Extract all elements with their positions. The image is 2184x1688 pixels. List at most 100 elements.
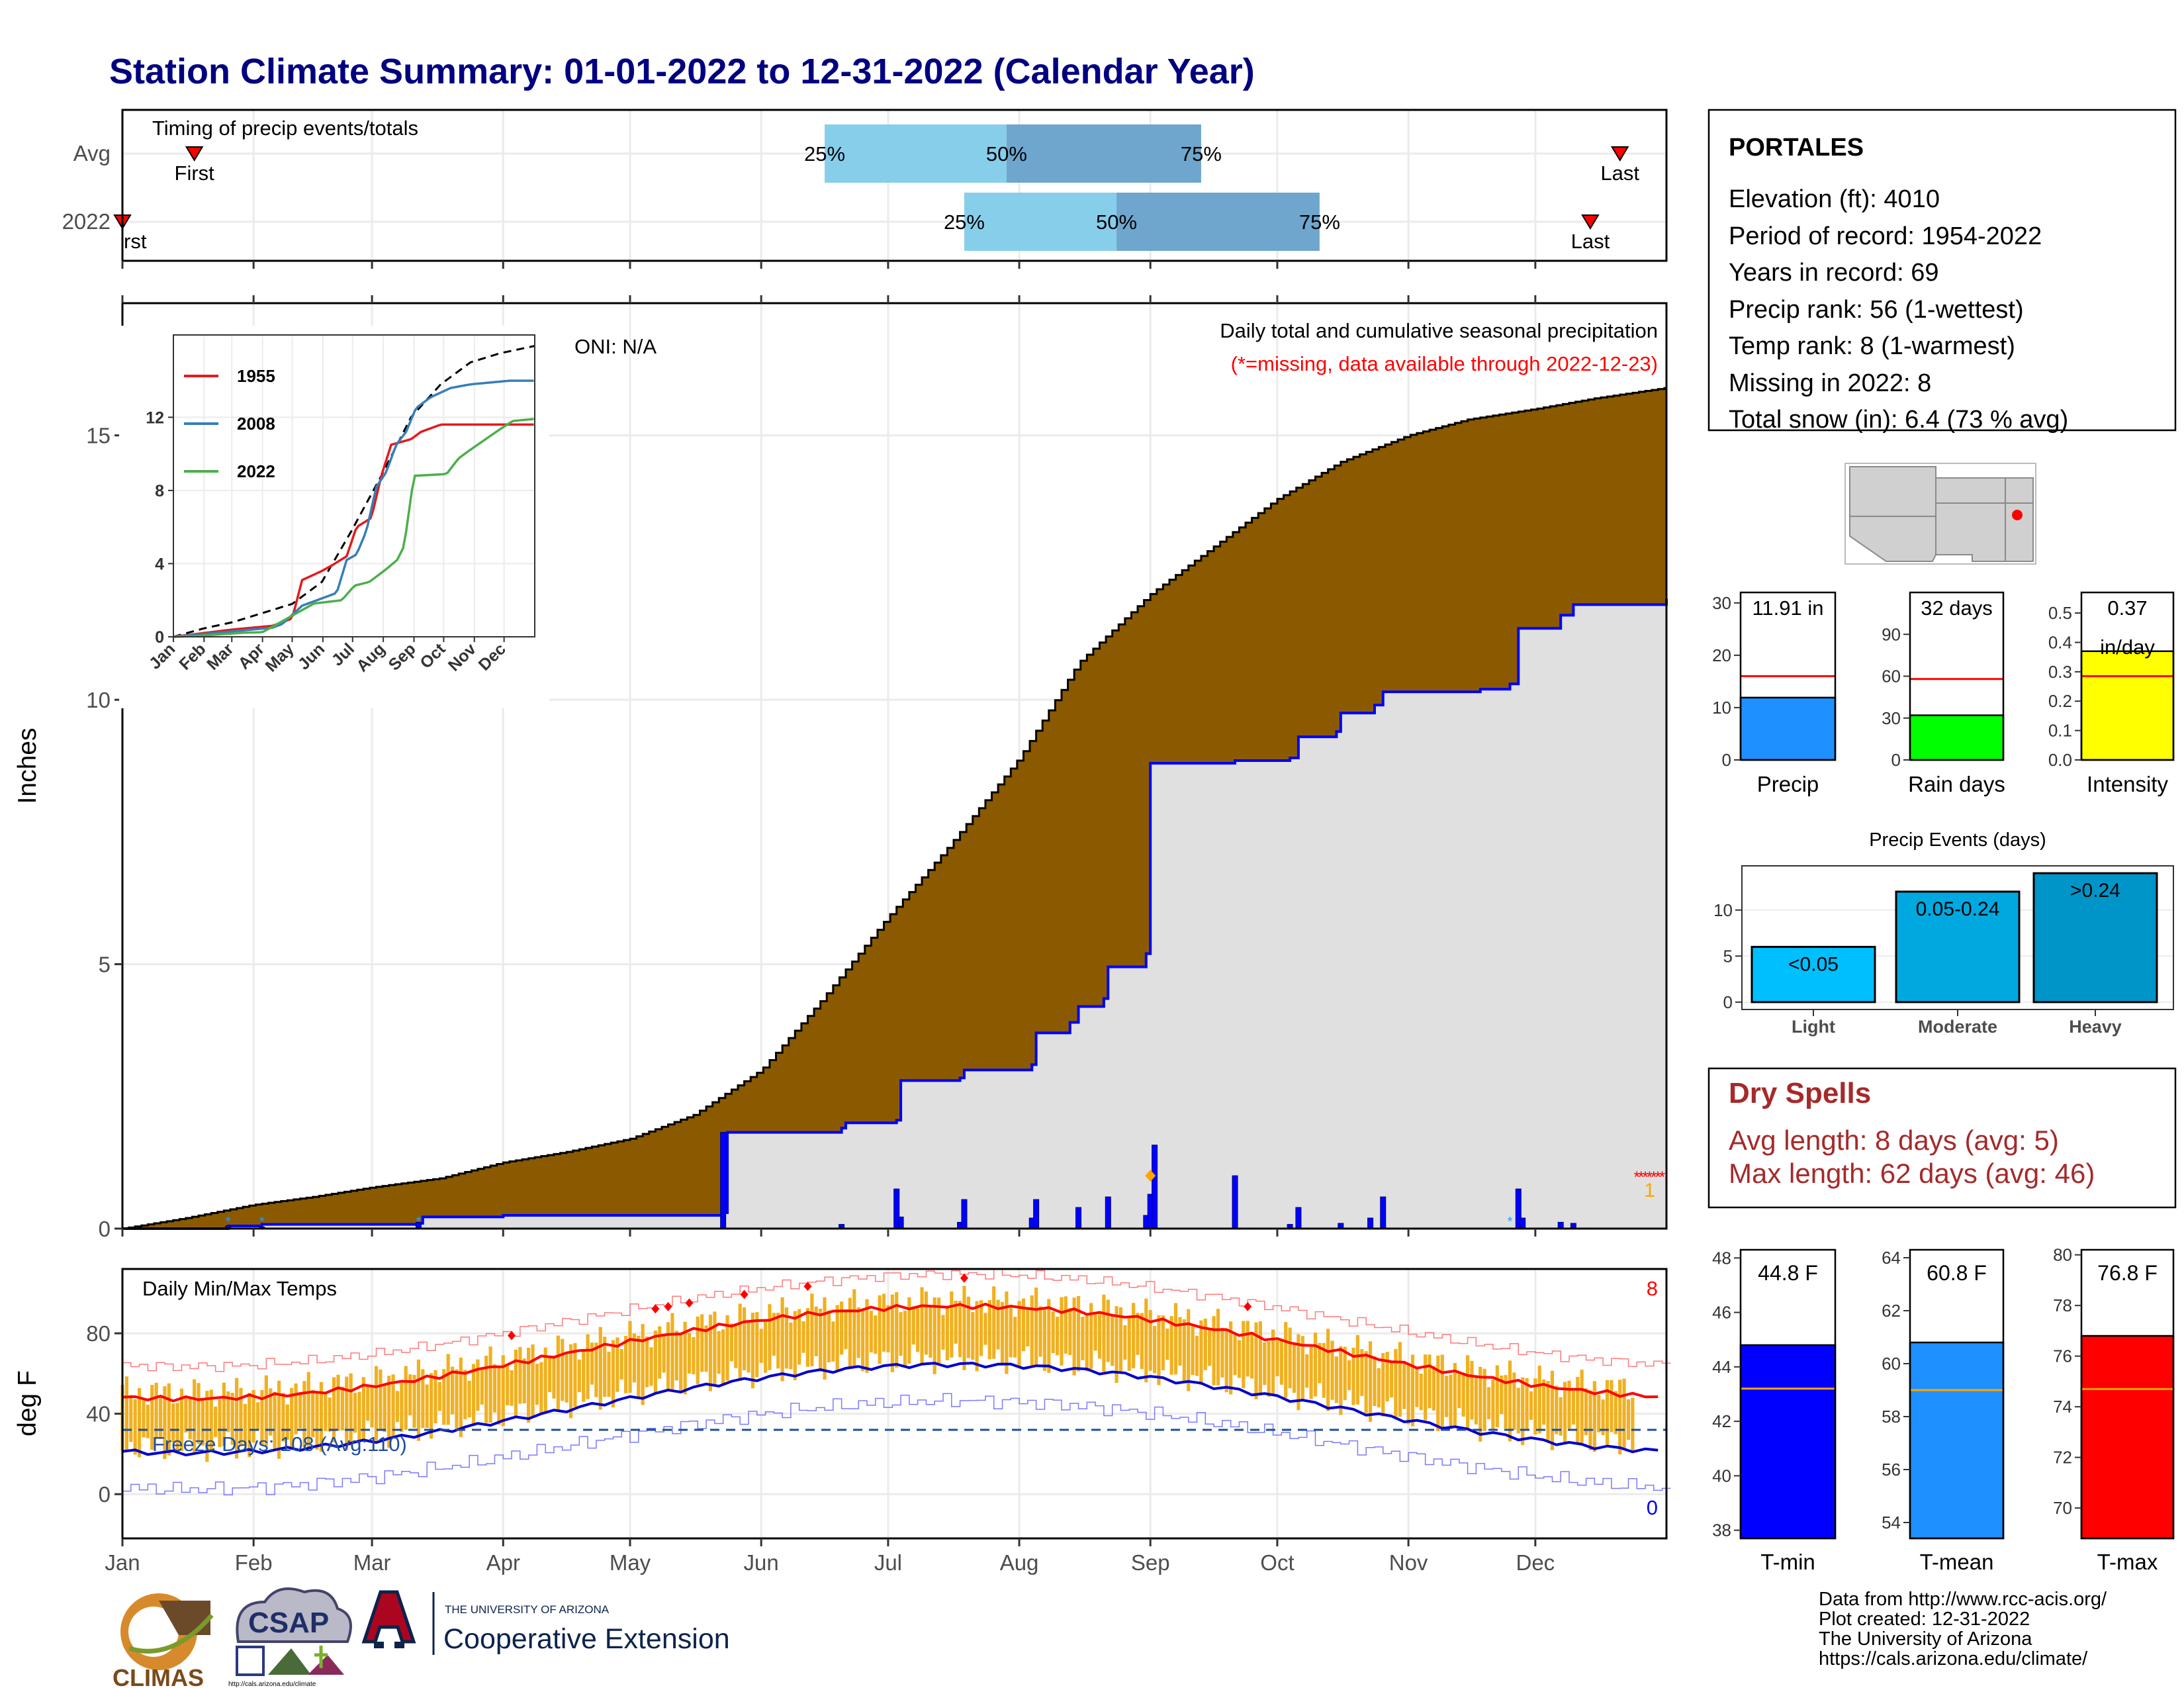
daily-temp-bar bbox=[848, 1297, 852, 1368]
daily-temp-bar bbox=[1229, 1321, 1233, 1395]
daily-temp-bar bbox=[641, 1324, 645, 1405]
daily-temp-bar bbox=[1592, 1381, 1596, 1452]
daily-temp-bar bbox=[569, 1344, 573, 1419]
daily-temp-bar bbox=[717, 1331, 721, 1374]
daily-temp-bar bbox=[1233, 1335, 1237, 1376]
daily-temp-bar bbox=[987, 1300, 991, 1360]
daily-temp-bar bbox=[1026, 1308, 1030, 1346]
record-high-marker bbox=[651, 1304, 660, 1314]
daily-temp-bar bbox=[937, 1297, 941, 1364]
daily-temp-bar bbox=[302, 1381, 306, 1448]
precip-events-chart: Precip Events (days) <0.05 Light 0.05-0.24 M… bbox=[1713, 829, 2174, 1037]
daily-temp-bar bbox=[615, 1337, 619, 1392]
daily-temp-bar bbox=[1339, 1346, 1343, 1415]
temp-ytick-label: 40 bbox=[86, 1402, 111, 1427]
temp-summary-ytick-label: 38 bbox=[1712, 1521, 1731, 1540]
daily-temp-bar bbox=[1550, 1370, 1555, 1450]
daily-temp-bar bbox=[747, 1321, 751, 1373]
record-high-count: 8 bbox=[1647, 1277, 1658, 1300]
timing-label-50: 50% bbox=[1096, 211, 1137, 234]
csap-logo-text: CSAP bbox=[248, 1607, 329, 1639]
month-tick-label: Jun bbox=[744, 1550, 779, 1575]
precip-summary-ytick-label: 0.1 bbox=[2048, 721, 2072, 741]
daily-temp-bar bbox=[1500, 1375, 1504, 1415]
timing-label-75: 75% bbox=[1299, 211, 1340, 234]
daily-temp-bar bbox=[1288, 1327, 1292, 1389]
daily-temp-bar bbox=[1512, 1372, 1516, 1430]
daily-temp-bar bbox=[1432, 1366, 1436, 1411]
daily-precip-bar bbox=[1380, 1196, 1387, 1229]
avg-cumulative-line bbox=[122, 387, 1666, 1230]
daily-temp-bar bbox=[874, 1315, 878, 1354]
missing-day-marker: * bbox=[1647, 1168, 1653, 1186]
temp-summary-ytick-label: 62 bbox=[1882, 1301, 1901, 1321]
daily-temp-bar bbox=[1428, 1354, 1432, 1409]
daily-temp-bar bbox=[933, 1297, 936, 1374]
daily-temp-bar bbox=[687, 1333, 692, 1374]
daily-temp-bar bbox=[1424, 1354, 1428, 1421]
daily-temp-bar bbox=[234, 1378, 239, 1459]
timing-title: Timing of precip events/totals bbox=[152, 117, 418, 140]
daily-temp-bar bbox=[1563, 1382, 1567, 1444]
record-high-line bbox=[122, 1268, 1671, 1372]
daily-temp-bar bbox=[992, 1286, 996, 1359]
daily-temp-bar bbox=[442, 1369, 446, 1425]
daily-temp-bar bbox=[924, 1291, 929, 1355]
precip-summary-border bbox=[1739, 591, 1837, 761]
daily-temp-bar bbox=[395, 1391, 400, 1423]
daily-temp-bar bbox=[1334, 1356, 1339, 1403]
daily-temp-bar bbox=[1013, 1317, 1017, 1358]
temp-summary-bar bbox=[2080, 1335, 2175, 1540]
daily-temp-bar bbox=[810, 1293, 814, 1366]
precip-summary-ytick-label: 0 bbox=[1891, 750, 1901, 770]
daily-temp-bar bbox=[332, 1377, 336, 1442]
record-low-line bbox=[122, 1393, 1671, 1496]
daily-temp-bar bbox=[1021, 1298, 1026, 1352]
daily-temp-bar bbox=[662, 1335, 666, 1373]
daily-temp-bar bbox=[1482, 1368, 1486, 1432]
temp-ytick-label: 0 bbox=[99, 1482, 111, 1507]
events-ytick-label: 0 bbox=[1723, 992, 1733, 1012]
temp-summary-ytick-label: 40 bbox=[1712, 1466, 1731, 1485]
daily-temp-bar bbox=[1504, 1375, 1508, 1429]
daily-temp-bar bbox=[383, 1384, 387, 1432]
daily-temp-bar bbox=[218, 1399, 222, 1448]
daily-temp-bar bbox=[522, 1358, 526, 1404]
temp-summary-ytick-label: 46 bbox=[1712, 1303, 1731, 1323]
daily-temp-bar bbox=[527, 1348, 531, 1423]
daily-temp-bar bbox=[412, 1375, 416, 1429]
daily-temp-bar bbox=[814, 1306, 818, 1356]
daily-temp-bar bbox=[1381, 1353, 1385, 1417]
daily-temp-bar bbox=[1576, 1377, 1580, 1444]
daily-temp-bar bbox=[911, 1306, 915, 1345]
daily-temp-bar bbox=[755, 1312, 759, 1378]
month-tick-label: Jul bbox=[874, 1550, 902, 1575]
precip-ytick-label: 15 bbox=[86, 424, 111, 448]
temp-summary-xlabel: T-min bbox=[1760, 1550, 1815, 1574]
daily-precip-bar bbox=[1232, 1175, 1238, 1229]
daily-temp-bar bbox=[886, 1305, 890, 1352]
daily-temp-bar bbox=[700, 1314, 704, 1372]
daily-temp-bar bbox=[958, 1301, 962, 1358]
daily-temp-bar bbox=[1555, 1385, 1559, 1434]
daily-temp-bar bbox=[865, 1299, 869, 1373]
daily-temp-bar bbox=[319, 1382, 324, 1452]
daily-precip-bar bbox=[961, 1199, 968, 1229]
daily-temp-bar bbox=[294, 1383, 298, 1434]
temp-summary-value: 76.8 F bbox=[2097, 1261, 2158, 1285]
daily-temp-bar bbox=[1355, 1335, 1359, 1405]
events-bar-label: <0.05 bbox=[1788, 953, 1839, 975]
daily-temp-bar bbox=[480, 1369, 484, 1405]
daily-temp-bar bbox=[899, 1312, 903, 1356]
daily-temp-bar bbox=[1089, 1303, 1093, 1370]
daily-temp-bar bbox=[878, 1295, 882, 1364]
daily-temp-bar bbox=[1279, 1340, 1283, 1385]
ua-logo: THE UNIVERSITY OF ARIZONA Cooperative Ex… bbox=[361, 1590, 730, 1655]
daily-temp-bar bbox=[1610, 1380, 1614, 1432]
daily-temp-bar bbox=[277, 1380, 281, 1459]
events-bar-label: 0.05-0.24 bbox=[1916, 898, 2000, 920]
daily-temp-bar bbox=[251, 1389, 255, 1443]
daily-temp-bar bbox=[1195, 1335, 1199, 1376]
daily-temp-bar bbox=[1123, 1325, 1127, 1360]
